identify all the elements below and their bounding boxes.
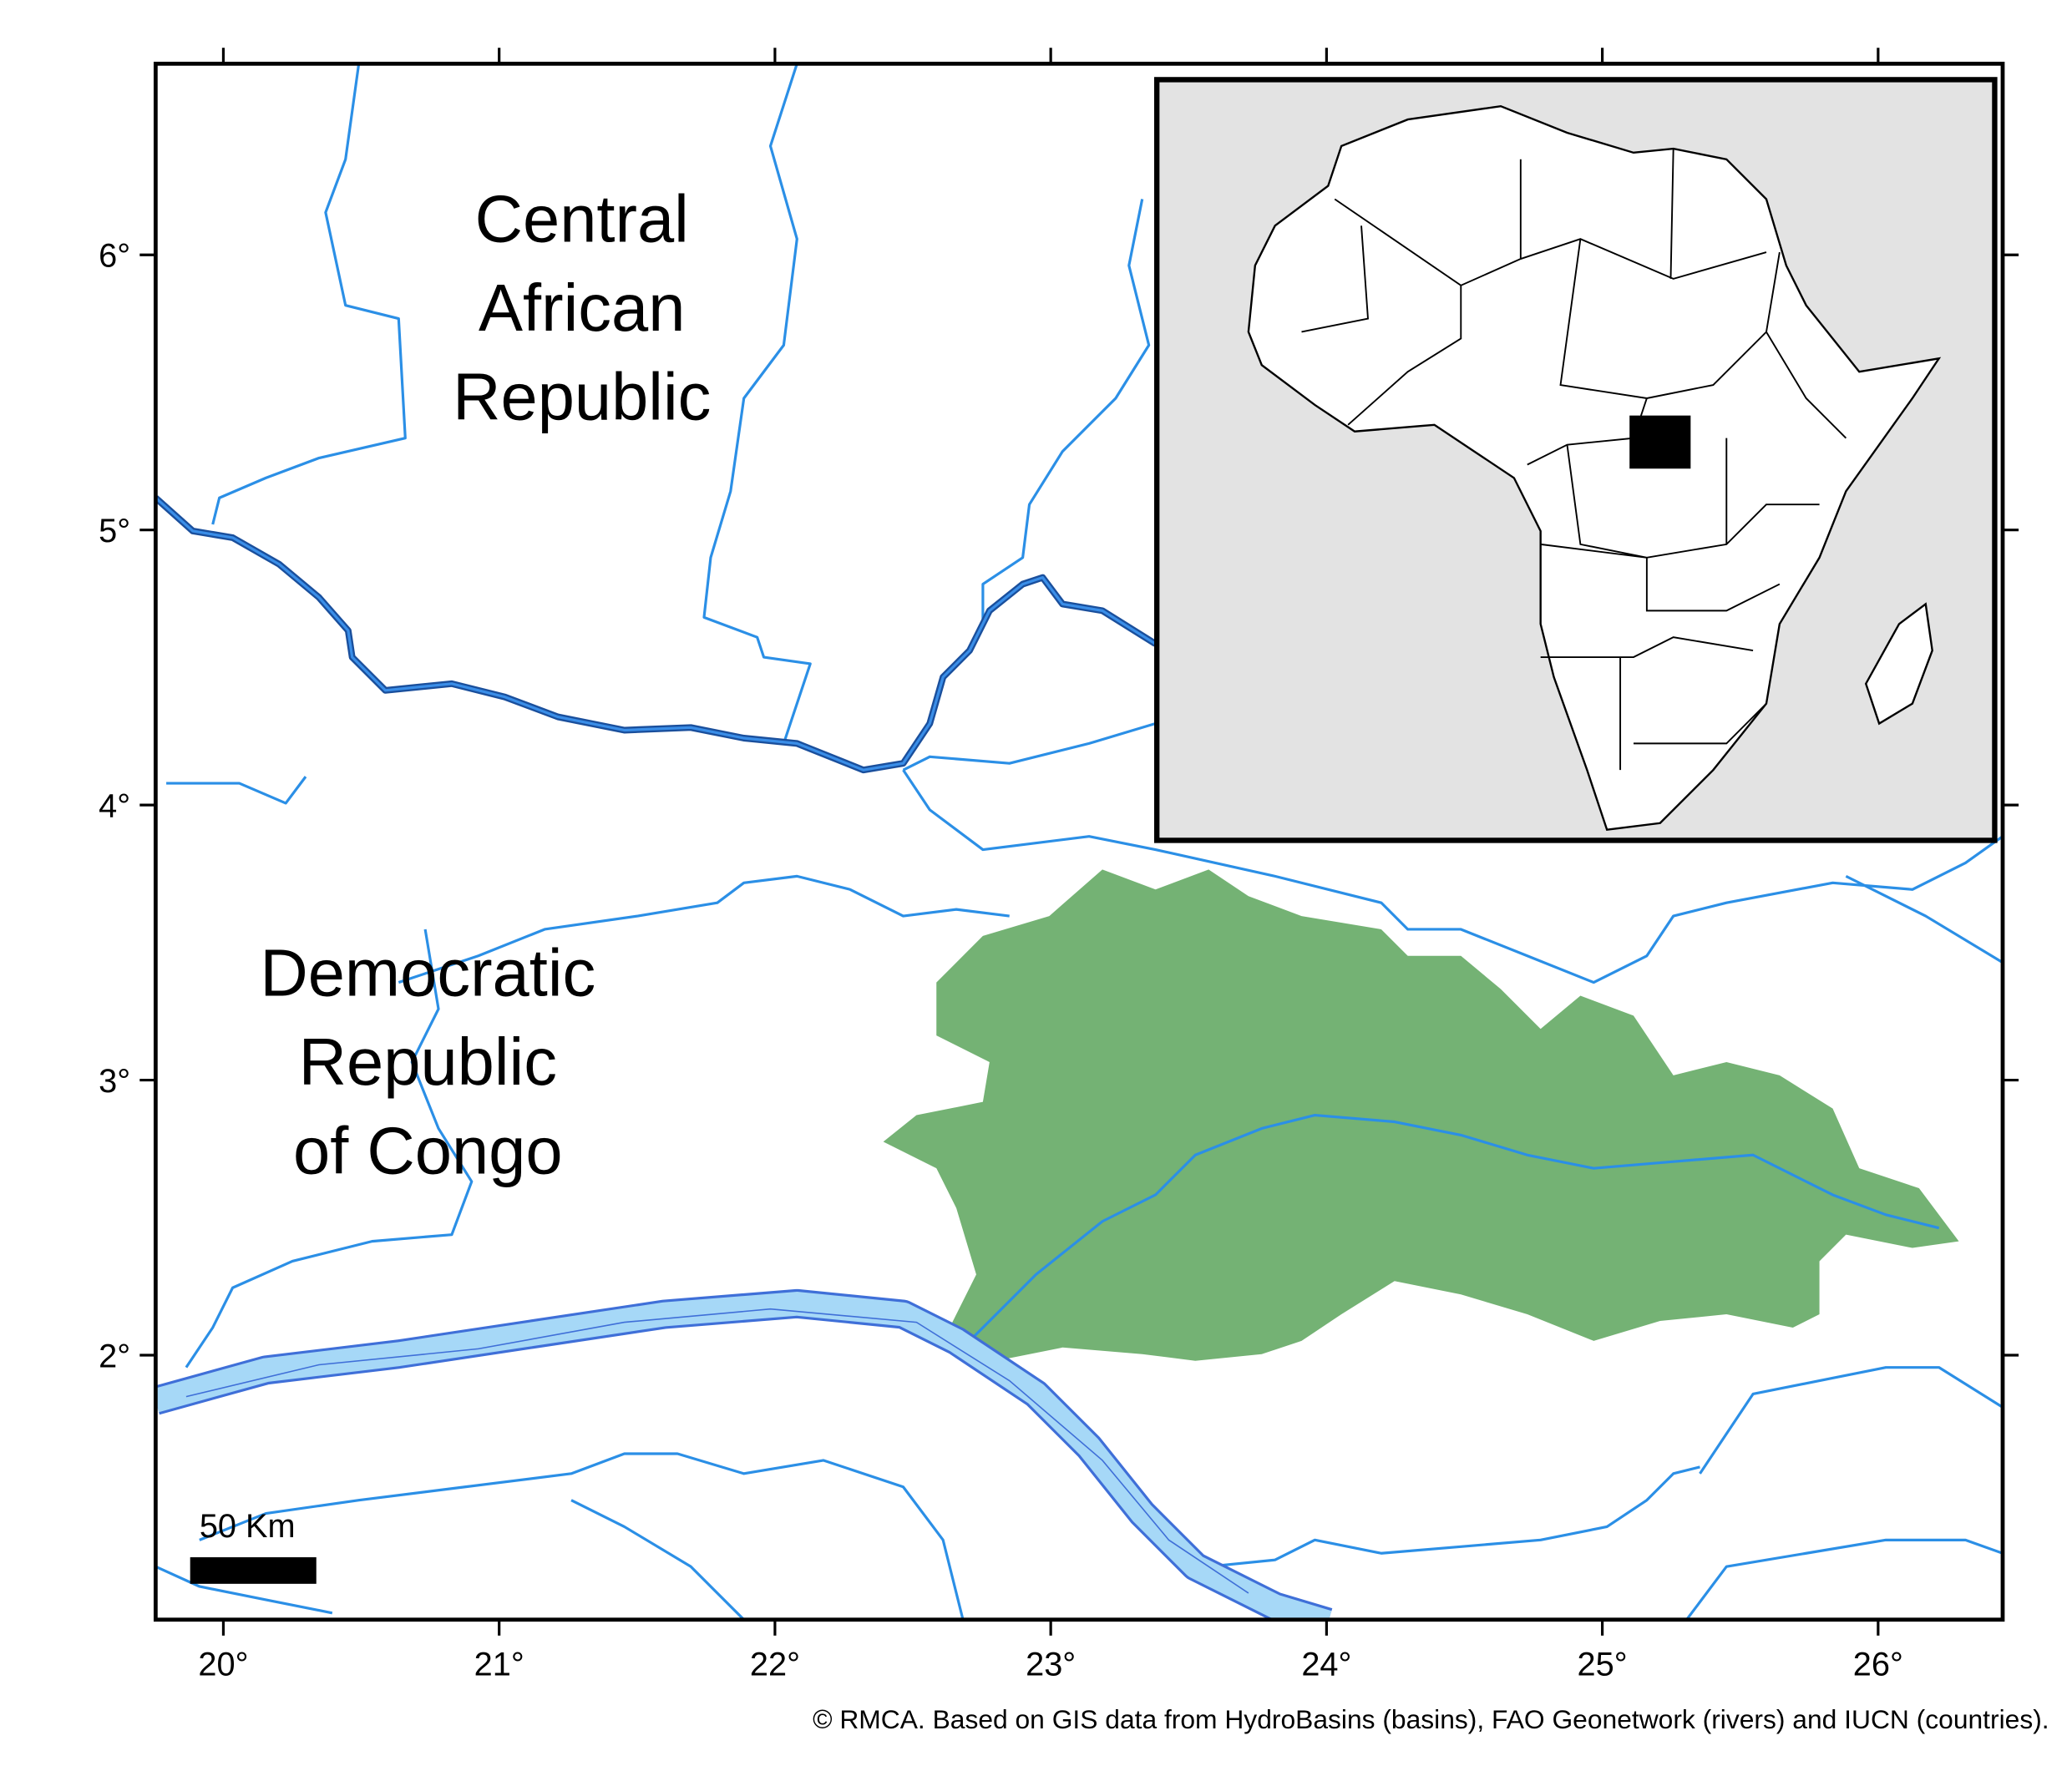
axis-ticks: 20° 21° 22° 23° 24° 25° 26° 6° 5° 4° 3° 2° xyxy=(99,48,2019,1683)
x-tick-label: 21° xyxy=(474,1647,524,1683)
label-line: Central xyxy=(475,181,689,256)
basin xyxy=(883,869,1959,1361)
country-label: Democratic Republic of Congo xyxy=(260,935,595,1187)
map-frame xyxy=(153,61,2005,1622)
label-line: Republic xyxy=(299,1025,557,1099)
scale-bar xyxy=(190,1557,317,1584)
x-tick-label: 22° xyxy=(750,1647,800,1683)
x-tick-label: 24° xyxy=(1301,1647,1351,1683)
x-tick-label: 25° xyxy=(1578,1647,1628,1683)
credit: © RMCA. Based on GIS data from HydroBasi… xyxy=(813,1704,2049,1734)
y-tick-label: 4° xyxy=(99,787,130,824)
label-line: Republic xyxy=(453,359,711,433)
y-tick-label: 3° xyxy=(99,1063,130,1100)
y-tick-label: 5° xyxy=(99,513,130,549)
label-line: Democratic xyxy=(260,935,595,1009)
rivers xyxy=(155,63,2003,1620)
y-tick-label: 6° xyxy=(99,238,130,275)
country-label: Central African Republic xyxy=(453,181,711,433)
scale-label: 50 Km xyxy=(200,1508,296,1545)
x-tick-label: 26° xyxy=(1853,1647,1903,1683)
x-tick-label: 23° xyxy=(1026,1647,1076,1683)
x-tick-label: 20° xyxy=(198,1647,248,1683)
label-line: of Congo xyxy=(293,1114,563,1188)
label-line: African xyxy=(479,271,685,345)
inset-map xyxy=(1154,77,1998,843)
y-tick-label: 2° xyxy=(99,1338,130,1374)
